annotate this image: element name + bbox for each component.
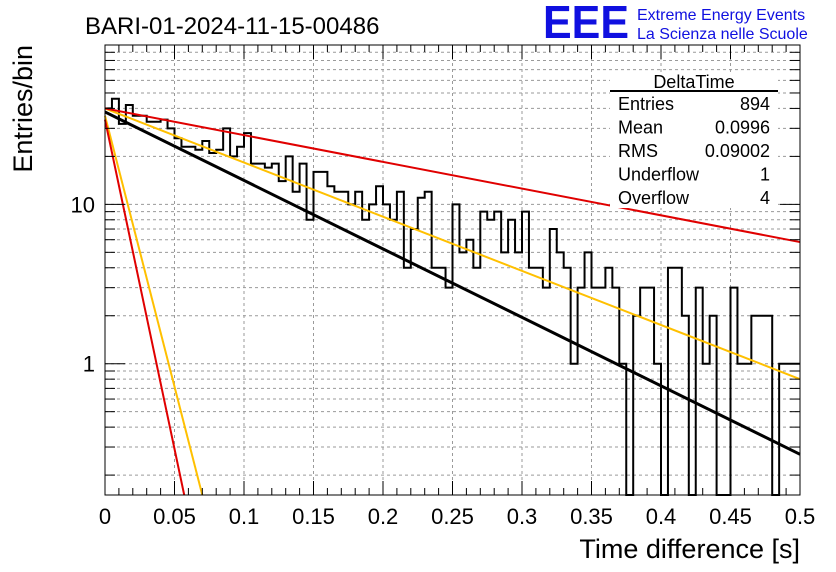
stats-row-value: 0.0996	[715, 118, 770, 138]
x-tick-label: 0.45	[709, 504, 752, 529]
eee-logo-line1: Extreme Energy Events	[637, 7, 805, 24]
y-tick-label: 1	[83, 352, 95, 377]
stats-row-value: 0.09002	[705, 141, 770, 161]
y-axis-label: Entries/bin	[8, 45, 38, 173]
x-tick-label: 0.4	[646, 504, 677, 529]
fit-curve	[104, 107, 801, 244]
stats-box-background	[610, 72, 778, 208]
x-tick-label: 0.3	[507, 504, 538, 529]
fit-curves	[104, 107, 801, 496]
stats-row-value: 1	[760, 165, 770, 185]
fit-curve	[104, 107, 801, 381]
stats-row-label: Entries	[618, 94, 674, 114]
histogram-series	[105, 97, 800, 496]
fit-curve	[104, 119, 186, 496]
fit-curve	[104, 110, 801, 456]
eee-logo: EEE Extreme Energy Events La Scienza nel…	[543, 0, 808, 48]
stats-box-title: DeltaTime	[653, 72, 734, 92]
x-tick-label: 0.5	[785, 504, 816, 529]
x-tick-label: 0.2	[368, 504, 399, 529]
stats-row-value: 4	[760, 188, 770, 208]
x-tick-label: 0.05	[153, 504, 196, 529]
x-axis-label: Time difference [s]	[579, 534, 800, 564]
stats-box: DeltaTime Entries 894 Mean 0.0996 RMS 0.09002…	[610, 72, 778, 208]
histogram-line	[105, 97, 800, 496]
stats-row-label: RMS	[618, 141, 658, 161]
x-tick-label: 0	[99, 504, 111, 529]
x-tick-label: 0.15	[292, 504, 335, 529]
fit-curve	[104, 115, 204, 496]
x-tick-label: 0.35	[570, 504, 613, 529]
eee-logo-mark: EEE	[543, 0, 629, 48]
stats-row-value: 894	[740, 94, 770, 114]
eee-logo-line2: La Scienza nelle Scuole	[637, 26, 808, 43]
y-tick-label: 10	[71, 192, 95, 217]
stats-row-label: Underflow	[618, 165, 700, 185]
plot-frame	[104, 44, 801, 496]
grid	[105, 45, 800, 495]
stats-row-label: Overflow	[618, 188, 690, 208]
chart-title: BARI-01-2024-11-15-00486	[85, 13, 379, 40]
x-tick-label: 0.25	[431, 504, 474, 529]
stats-row-label: Mean	[618, 118, 663, 138]
x-tick-label: 0.1	[229, 504, 260, 529]
axes: 0 0.05 0.1 0.15 0.2 0.25 0.3 0.35 0.4 0.45 0.5 1 10	[71, 45, 816, 529]
